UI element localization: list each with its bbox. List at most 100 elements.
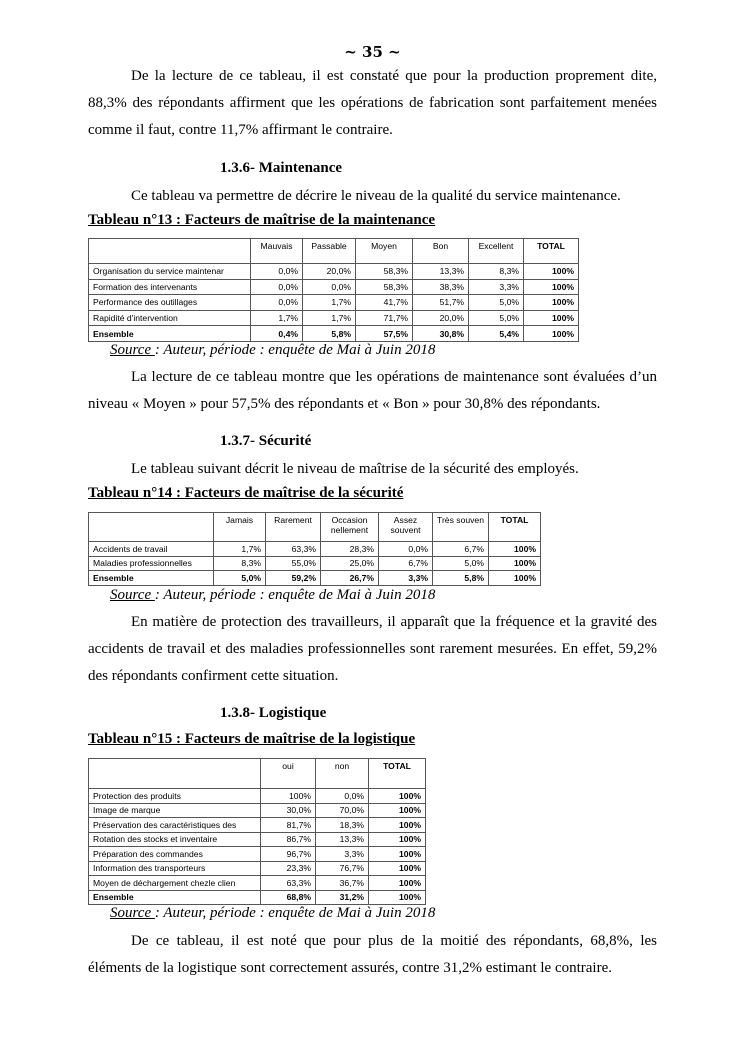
heading-securite: 1.3.7- Sécurité — [220, 433, 312, 449]
table-cell: 51,7% — [412, 294, 469, 311]
table-row: Formation des intervenants 0,0% 0,0% 58,3% 3… — [88, 278, 579, 296]
column-header: TOTAL — [523, 238, 579, 264]
row-label: Maladies professionnelles — [88, 555, 214, 571]
caption-table-14: Tableau n°14 : Facteurs de maîtrise de l… — [88, 485, 404, 501]
table-cell: 3,3% — [378, 570, 433, 586]
source-note-14: Source : Auteur, période : enquête de Ma… — [110, 587, 435, 604]
table-cell: 100% — [523, 263, 579, 280]
table-row: Préservation des caractéristiques des 81,… — [88, 817, 426, 833]
column-header: Jamais — [213, 512, 266, 542]
table-cell: 100% — [368, 831, 426, 847]
table-cell: 0,0% — [250, 294, 303, 311]
table-row: Accidents de travail 1,7% 63,3% 28,3% 0,0% 6,… — [88, 541, 541, 557]
column-header: Moyen — [355, 238, 413, 264]
source-note-15: Source : Auteur, période : enquête de Ma… — [110, 905, 435, 922]
intro-securite: Le tableau suivant décrit le niveau de m… — [131, 461, 579, 477]
table-cell: 18,3% — [315, 817, 369, 833]
row-label: Protection des produits — [88, 788, 261, 804]
source-label: Source — [110, 342, 155, 358]
table-row: Performance des outillages 0,0% 1,7% 41,7% 5… — [88, 294, 579, 311]
table-cell: 5,8% — [302, 325, 356, 342]
table-cell: 36,7% — [315, 875, 369, 891]
table-cell: 0,0% — [250, 263, 303, 280]
table-14-securite: Jamais Rarement Occasion nellement Assez so… — [88, 512, 541, 586]
table-cell: 100% — [368, 788, 426, 804]
comment-maintenance: La lecture de ce tableau montre que les … — [88, 369, 657, 412]
column-header: Bon — [412, 238, 469, 264]
table-cell: 100% — [368, 846, 426, 862]
column-header: TOTAL — [488, 512, 541, 542]
comment-securite: En matière de protection des travailleur… — [88, 614, 657, 684]
table-cell: 86,7% — [260, 831, 316, 847]
table-cell: 1,7% — [302, 309, 356, 327]
column-header: Mauvais — [250, 238, 303, 264]
row-label: Ensemble — [88, 325, 251, 342]
table-cell: 100% — [368, 802, 426, 818]
row-label: Image de marque — [88, 802, 261, 818]
row-label: Performance des outillages — [88, 294, 251, 311]
table-cell: 100% — [523, 309, 579, 327]
table-cell: 58,3% — [355, 263, 413, 280]
table-cell: 100% — [488, 555, 541, 571]
table-cell: 8,3% — [468, 263, 524, 280]
caption-table-15: Tableau n°15 : Facteurs de maîtrise de l… — [88, 731, 416, 747]
table-cell: 1,7% — [250, 309, 303, 327]
table-cell: 0,0% — [250, 278, 303, 296]
table-cell: 100% — [488, 570, 541, 586]
row-label: Ensemble — [88, 889, 261, 905]
source-label: Source — [110, 905, 155, 921]
page-number: ~ 35 ~ — [344, 43, 401, 61]
table-row: Information des transporteurs 23,3% 76,7% 1… — [88, 860, 426, 876]
row-label: Préservation des caractéristiques des — [88, 817, 261, 833]
table-cell: 41,7% — [355, 294, 413, 311]
source-note-13: Source : Auteur, période : enquête de Ma… — [110, 342, 435, 359]
table-cell: 100% — [523, 278, 579, 296]
table-cell: 5,0% — [432, 555, 489, 571]
table-cell: 96,7% — [260, 846, 316, 862]
column-header: Excellent — [468, 238, 524, 264]
table-row: Moyen de déchargement chezle clien 63,3% 3… — [88, 875, 426, 891]
table-cell: 38,3% — [412, 278, 469, 296]
heading-maintenance: 1.3.6- Maintenance — [220, 160, 343, 176]
table-cell: 0,0% — [302, 278, 356, 296]
column-header: oui — [260, 758, 316, 789]
table-row: Ensemble 68,8% 31,2% 100% — [88, 889, 426, 905]
table-cell: 0,0% — [315, 788, 369, 804]
table-cell: 0,4% — [250, 325, 303, 342]
comment-logistique: De ce tableau, il est noté que pour plus… — [88, 933, 657, 976]
table-header-row: Jamais Rarement Occasion nellement Assez so… — [88, 512, 541, 542]
table-cell: 100% — [368, 875, 426, 891]
column-header: TOTAL — [368, 758, 426, 789]
column-header — [88, 758, 261, 789]
row-label: Accidents de travail — [88, 541, 214, 557]
column-header: Rarement — [265, 512, 321, 542]
table-cell: 100% — [260, 788, 316, 804]
table-row: Maladies professionnelles 8,3% 55,0% 25,0% 6… — [88, 555, 541, 571]
paragraph-production: De la lecture de ce tableau, il est cons… — [88, 68, 657, 138]
table-row: Protection des produits 100% 0,0% 100% — [88, 788, 426, 804]
source-text: : Auteur, période : enquête de Mai à Jui… — [154, 587, 436, 603]
table-row: Ensemble 0,4% 5,8% 57,5% 30,8% 5,4% 100% — [88, 325, 579, 342]
column-header — [88, 238, 251, 264]
row-label: Préparation des commandes — [88, 846, 261, 862]
column-header: Passable — [302, 238, 356, 264]
row-label: Ensemble — [88, 570, 214, 586]
column-header: Assez souvent — [378, 512, 433, 542]
table-cell: 1,7% — [213, 541, 266, 557]
row-label: Organisation du service maintenar — [88, 263, 251, 280]
table-cell: 63,3% — [260, 875, 316, 891]
table-cell: 0,0% — [378, 541, 433, 557]
table-cell: 100% — [488, 541, 541, 557]
table-cell: 100% — [523, 325, 579, 342]
table-cell: 6,7% — [378, 555, 433, 571]
row-label: Rotation des stocks et inventaire — [88, 831, 261, 847]
column-header: Très souven — [432, 512, 489, 542]
table-cell: 25,0% — [320, 555, 379, 571]
table-cell: 59,2% — [265, 570, 321, 586]
table-cell: 63,3% — [265, 541, 321, 557]
column-header: non — [315, 758, 369, 789]
table-cell: 23,3% — [260, 860, 316, 876]
table-cell: 68,8% — [260, 889, 316, 905]
table-cell: 71,7% — [355, 309, 413, 327]
table-cell: 100% — [368, 817, 426, 833]
